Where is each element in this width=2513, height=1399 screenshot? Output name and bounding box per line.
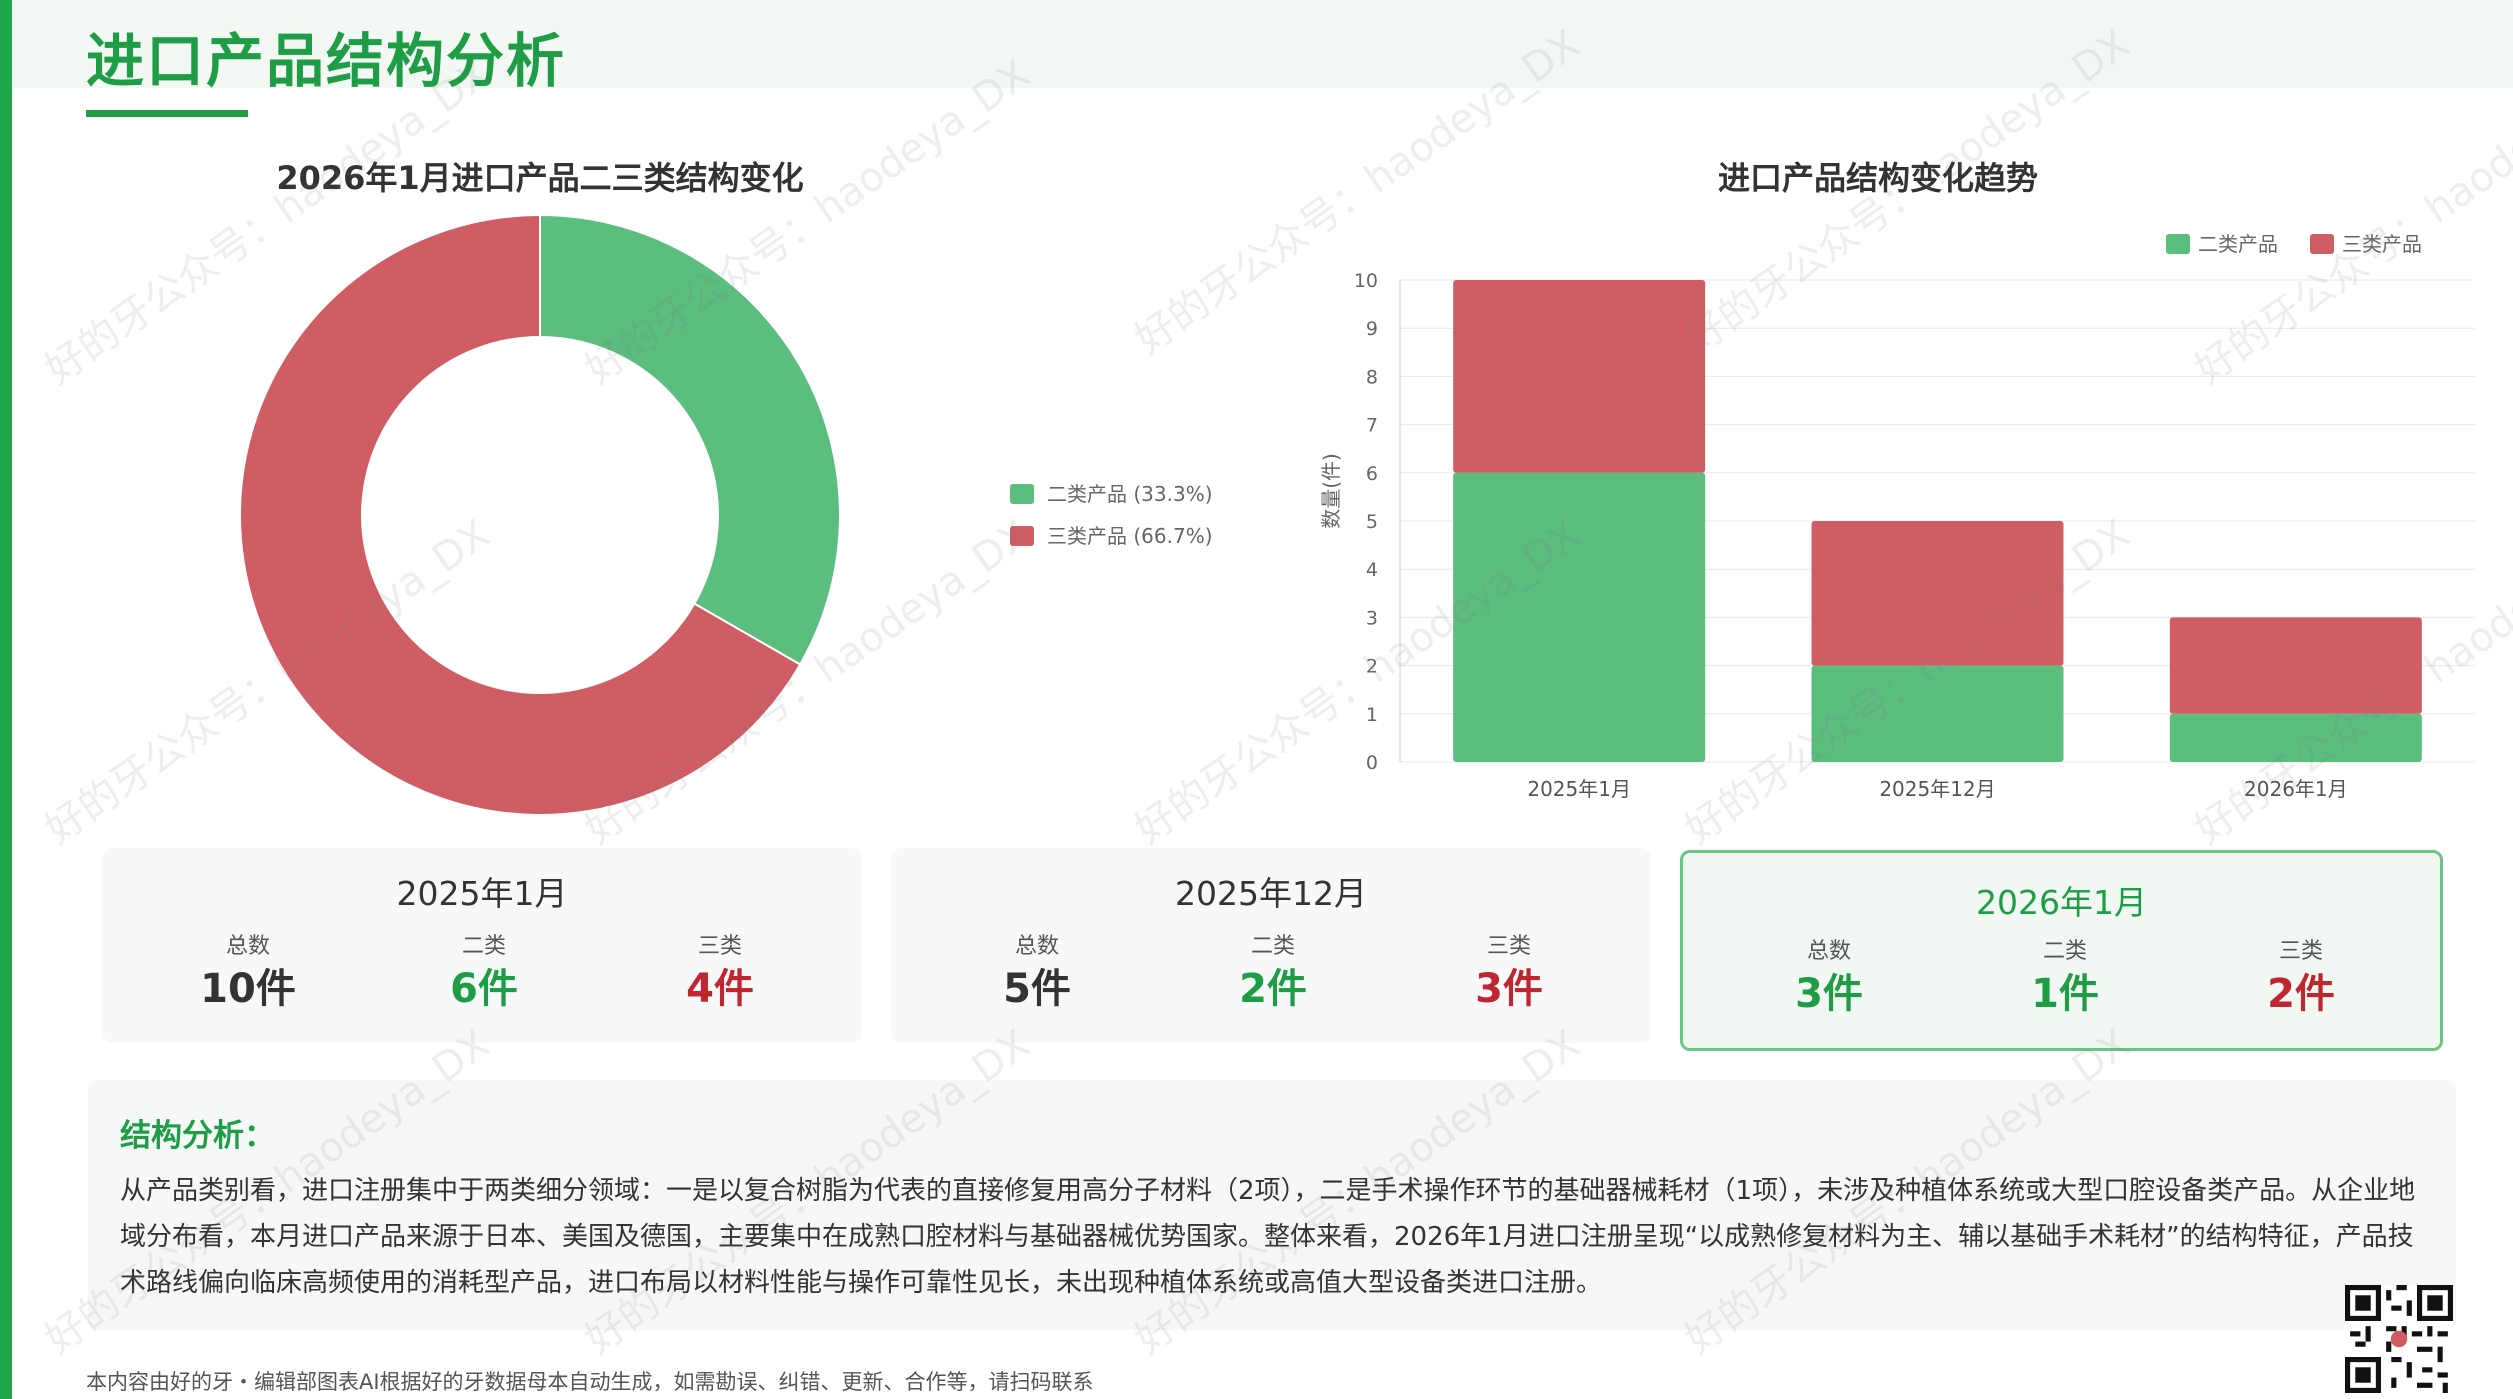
- class3-label: 三类: [1486, 934, 1531, 959]
- class2-label: 二类: [2042, 939, 2087, 964]
- class2-value: 6件: [450, 966, 518, 1012]
- card-title: 2025年1月: [396, 874, 568, 913]
- y-tick-label: 8: [1366, 366, 1378, 388]
- y-tick-label: 10: [1354, 270, 1378, 292]
- class3-label: 三类: [2278, 939, 2323, 964]
- y-tick-label: 6: [1366, 463, 1378, 485]
- donut-slice-class2[interactable]: [539, 213, 841, 666]
- accent-bar: [0, 0, 12, 1399]
- class3-value: 2件: [2267, 971, 2335, 1017]
- page-title: 进口产品结构分析: [86, 27, 567, 95]
- qr-code-icon[interactable]: [2345, 1285, 2453, 1393]
- legend-label-class2[interactable]: 二类产品 (33.3%): [1047, 482, 1213, 506]
- legend-label-class3[interactable]: 三类产品 (66.7%): [1047, 524, 1213, 548]
- class3-label: 三类: [697, 934, 742, 959]
- y-tick-label: 4: [1366, 559, 1378, 581]
- x-tick-label: 2026年1月: [2244, 777, 2348, 801]
- class3-value: 3件: [1475, 966, 1543, 1012]
- total-value: 5件: [1003, 966, 1071, 1012]
- stat-card-2025-12: 2025年12月 总数 5件 二类 2件 三类 3件: [891, 848, 1651, 1043]
- y-axis-label: 数量(件): [1319, 453, 1343, 529]
- total-label: 总数: [225, 934, 270, 959]
- class2-label: 二类: [461, 934, 506, 959]
- bar-segment-class3[interactable]: [1811, 521, 2064, 666]
- legend-label-class2[interactable]: 二类产品: [2198, 232, 2278, 256]
- y-tick-label: 3: [1366, 607, 1378, 629]
- y-tick-label: 7: [1366, 415, 1378, 437]
- bar-segment-class3[interactable]: [1453, 280, 1706, 473]
- analysis-panel: 结构分析： 从产品类别看，进口注册集中于两类细分领域：一是以复合树脂为代表的直接…: [88, 1080, 2456, 1330]
- card-title: 2026年1月: [1976, 883, 2147, 922]
- stat-card-2025-01: 2025年1月 总数 10件 二类 6件 三类 4件: [102, 848, 862, 1043]
- footer-note: 本内容由好的牙・编辑部图表AI根据好的牙数据母本自动生成，如需勘误、纠错、更新、…: [86, 1370, 1094, 1394]
- legend-swatch-class3: [1010, 526, 1034, 546]
- donut-chart: [239, 213, 841, 816]
- y-tick-label: 2: [1366, 656, 1378, 678]
- title-underline: [86, 110, 248, 117]
- legend-label-class3[interactable]: 三类产品: [2342, 232, 2422, 256]
- class2-label: 二类: [1250, 934, 1295, 959]
- stat-card-2026-01: 2026年1月 总数 3件 二类 1件 三类 2件: [1680, 850, 2443, 1051]
- total-label: 总数: [1014, 934, 1059, 959]
- total-value: 3件: [1795, 971, 1863, 1017]
- y-tick-label: 5: [1366, 511, 1378, 533]
- x-tick-label: 2025年12月: [1879, 777, 1995, 801]
- bar-segment-class2[interactable]: [1811, 665, 2064, 762]
- stacked-bar-chart: 0 1 2 3 4 5 6 7 8 9 10 数量(件) 2025年1月 2025年12月 2026年1月 二…: [1319, 232, 2475, 801]
- total-value: 10件: [200, 966, 296, 1012]
- bar-chart-title: 进口产品结构变化趋势: [1717, 159, 2038, 197]
- bar-segment-class2[interactable]: [2169, 713, 2422, 762]
- x-tick-label: 2025年1月: [1527, 777, 1631, 801]
- legend-swatch-class2: [1010, 484, 1034, 504]
- bar-segment-class2[interactable]: [1453, 472, 1706, 762]
- legend-swatch-class2: [2166, 234, 2190, 254]
- total-label: 总数: [1806, 939, 1851, 964]
- class2-value: 2件: [1239, 966, 1307, 1012]
- y-tick-label: 9: [1366, 318, 1378, 340]
- y-tick-label: 1: [1366, 704, 1378, 726]
- legend-swatch-class3: [2310, 234, 2334, 254]
- donut-chart-title: 2026年1月进口产品二三类结构变化: [276, 159, 804, 197]
- analysis-text: 从产品类别看，进口注册集中于两类细分领域：一是以复合树脂为代表的直接修复用高分子…: [120, 1176, 2416, 1298]
- class3-value: 4件: [686, 966, 754, 1012]
- y-tick-label: 0: [1366, 752, 1378, 774]
- analysis-title: 结构分析：: [120, 1118, 275, 1154]
- bar-segment-class3[interactable]: [2169, 617, 2422, 714]
- card-title: 2025年12月: [1175, 874, 1367, 913]
- header-band: [12, 0, 2513, 88]
- donut-slice-class3[interactable]: [239, 213, 802, 816]
- class2-value: 1件: [2031, 971, 2099, 1017]
